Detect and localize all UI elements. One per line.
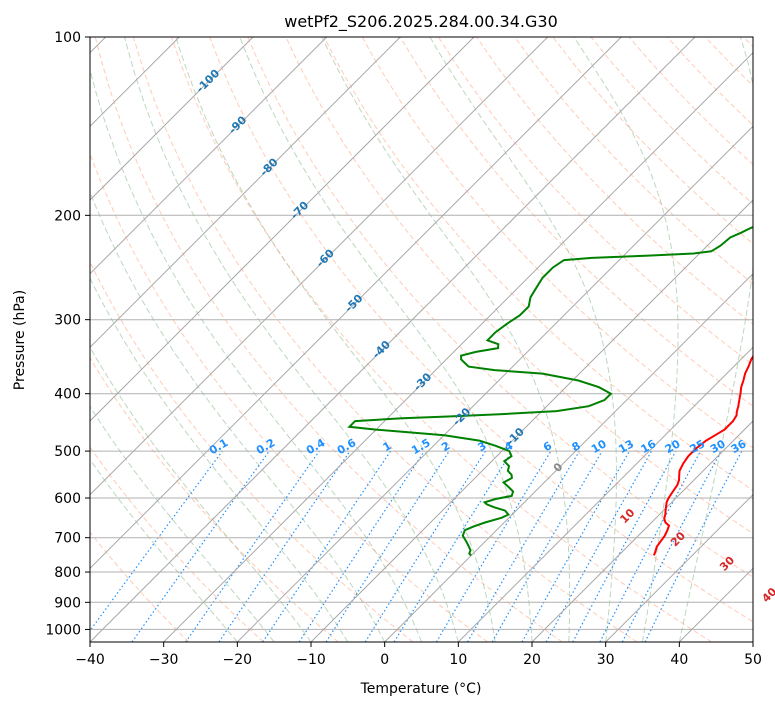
dry-adiabat-line xyxy=(94,37,563,642)
y-axis-label: Pressure (hPa) xyxy=(12,290,28,390)
moist-adiabat-line xyxy=(90,458,238,642)
isotherm-line xyxy=(605,493,753,642)
dry-adiabat-line xyxy=(90,152,488,642)
mixing-ratio-line xyxy=(298,450,425,642)
dry-adiabat-line xyxy=(323,37,753,491)
dry-adiabat-line xyxy=(90,446,264,642)
x-tick-label: 0 xyxy=(380,652,389,668)
dry-adiabat-line xyxy=(285,37,753,535)
y-tick-label: 100 xyxy=(54,30,81,46)
isotherm-line xyxy=(531,420,753,642)
isotherm-line xyxy=(90,37,254,201)
mixing-ratio-line xyxy=(262,450,392,642)
mixing-ratio-line xyxy=(393,450,513,642)
x-axis-label: Temperature (°C) xyxy=(360,681,482,697)
isotherm-line xyxy=(90,37,401,349)
isotherm-line xyxy=(90,37,475,422)
mixing-ratio-line xyxy=(185,450,320,642)
skewed-isotherms xyxy=(90,37,753,642)
moist-adiabat-line xyxy=(90,277,349,642)
moist-adiabat-line xyxy=(239,37,533,642)
temperature-series-line xyxy=(652,354,753,556)
plot-area xyxy=(90,37,753,642)
pressure-grid xyxy=(90,37,753,630)
mixing-ratio-line xyxy=(325,450,450,642)
dry-adiabat-line xyxy=(361,37,753,449)
x-tick-label: 40 xyxy=(670,652,688,668)
y-tick-label: 800 xyxy=(54,565,81,581)
isotherm-line xyxy=(90,37,622,570)
y-tick-label: 200 xyxy=(54,208,81,224)
plot-frame xyxy=(89,36,754,643)
isotherm-line xyxy=(457,346,753,642)
moist-adiabat-line xyxy=(90,405,275,642)
x-tick-label: 10 xyxy=(449,652,467,668)
isotherm-line xyxy=(310,199,753,642)
x-tick-label: −10 xyxy=(296,652,326,668)
x-tick-label: −40 xyxy=(75,652,105,668)
mixing-ratio-line xyxy=(131,450,270,642)
x-axis-ticks: −40 −30 −20 −10 0 10 20 30 40 50 xyxy=(75,642,762,668)
y-tick-label: 600 xyxy=(54,491,81,507)
isotherm-line xyxy=(163,51,753,642)
dry-adiabat-line xyxy=(437,37,753,366)
mixing-ratio-line xyxy=(644,450,743,642)
moist-adiabat-line xyxy=(678,37,753,642)
y-tick-label: 500 xyxy=(54,444,81,460)
moist-adiabat-line xyxy=(573,37,679,642)
dry-adiabat-line xyxy=(209,37,753,623)
dry-adiabats xyxy=(90,37,753,642)
y-tick-label: 900 xyxy=(54,595,81,611)
y-tick-label: 400 xyxy=(54,387,81,403)
moist-adiabat-line xyxy=(90,346,312,642)
isotherm-line xyxy=(90,37,696,642)
dry-adiabat-line xyxy=(171,37,712,642)
moist-adiabat-line xyxy=(90,67,422,642)
x-tick-label: 20 xyxy=(523,652,541,668)
x-tick-label: 50 xyxy=(744,652,762,668)
y-tick-label: 300 xyxy=(54,313,81,329)
isotherm-line xyxy=(90,37,549,496)
x-tick-label: 30 xyxy=(597,652,615,668)
dry-adiabat-line xyxy=(247,37,753,578)
y-tick-label: 700 xyxy=(54,531,81,547)
x-tick-label: −20 xyxy=(223,652,253,668)
x-tick-label: −30 xyxy=(149,652,179,668)
mixing-ratio-line xyxy=(545,450,653,642)
moist-adiabat-line xyxy=(175,37,496,642)
moist-adiabat-line xyxy=(429,37,617,642)
dry-adiabat-line xyxy=(90,356,339,642)
dewpoint-series-line xyxy=(347,226,753,557)
moist-adiabat-line xyxy=(321,37,571,642)
isotherm-line xyxy=(236,125,753,642)
y-axis-ticks: 100 200 300 400 500 600 700 800 900 1000 xyxy=(45,30,90,638)
isotherm-line xyxy=(90,37,328,275)
dry-adiabat-line xyxy=(90,531,190,642)
mixing-ratio-line xyxy=(218,450,351,642)
moist-adiabat-line xyxy=(124,37,459,642)
mixing-ratio-line xyxy=(521,450,631,642)
dry-adiabat-line xyxy=(399,37,753,407)
mixing-ratio-line xyxy=(90,450,223,632)
mixing-ratio-lines xyxy=(90,450,743,642)
chart-title: wetPf2_S206.2025.284.00.34.G30 xyxy=(284,12,558,32)
y-tick-label: 1000 xyxy=(45,622,81,638)
dry-adiabat-line xyxy=(514,37,753,285)
dry-adiabat-line xyxy=(132,37,638,642)
isotherm-line xyxy=(384,272,753,642)
mixing-ratio-line xyxy=(572,450,677,642)
